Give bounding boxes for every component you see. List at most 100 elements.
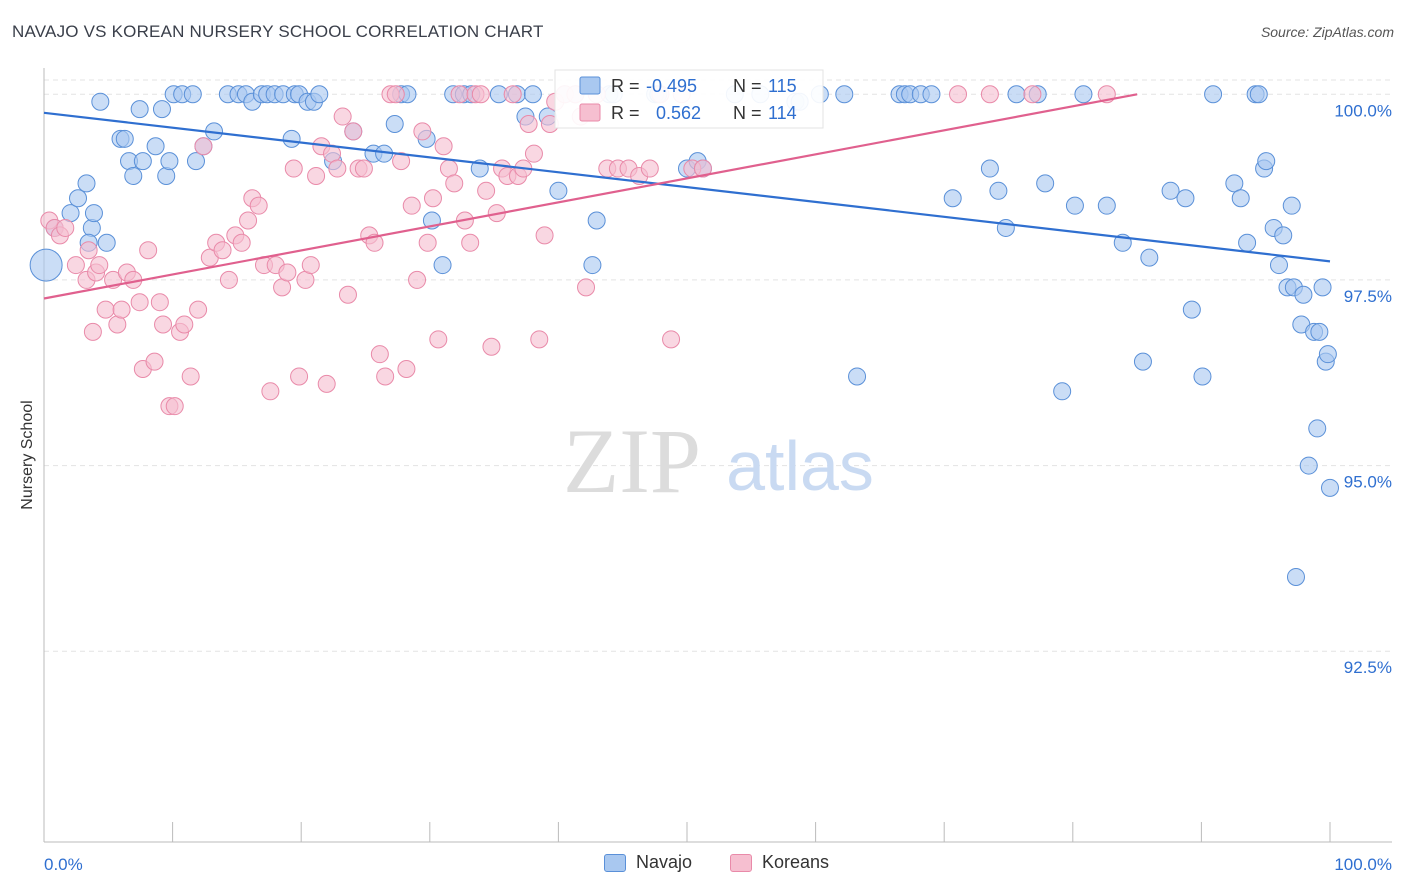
point-navajo bbox=[1299, 456, 1318, 475]
point-koreans bbox=[344, 122, 363, 141]
point-koreans bbox=[317, 374, 336, 393]
point-koreans bbox=[96, 300, 115, 319]
point-navajo bbox=[1036, 174, 1055, 193]
point-koreans bbox=[301, 256, 320, 275]
point-navajo bbox=[1231, 189, 1250, 208]
trend-layer bbox=[43, 93, 1331, 300]
legend-n-value-koreans: 114 bbox=[768, 103, 797, 123]
legend-r-value-navajo: -0.495 bbox=[646, 76, 697, 96]
point-navajo bbox=[124, 166, 143, 185]
point-navajo bbox=[996, 218, 1015, 237]
point-navajo bbox=[84, 204, 103, 223]
point-navajo bbox=[1074, 85, 1093, 104]
point-navajo bbox=[115, 129, 134, 148]
point-koreans bbox=[477, 181, 496, 200]
point-koreans bbox=[535, 226, 554, 245]
point-navajo bbox=[133, 152, 152, 171]
point-koreans bbox=[284, 159, 303, 178]
point-navajo bbox=[69, 189, 88, 208]
grid-layer bbox=[44, 79, 1392, 652]
point-koreans bbox=[640, 159, 659, 178]
point-koreans bbox=[392, 152, 411, 171]
point-navajo bbox=[157, 166, 176, 185]
point-navajo bbox=[282, 129, 301, 148]
point-navajo bbox=[922, 85, 941, 104]
point-navajo bbox=[549, 181, 568, 200]
legend-swatch-koreans-bottom bbox=[730, 853, 752, 872]
point-navajo bbox=[943, 189, 962, 208]
point-koreans bbox=[397, 360, 416, 379]
legend-item-navajo: Navajo bbox=[604, 852, 692, 873]
point-navajo bbox=[82, 218, 101, 237]
point-navajo bbox=[1269, 256, 1288, 275]
point-navajo bbox=[183, 85, 202, 104]
point-koreans bbox=[354, 159, 373, 178]
point-koreans bbox=[150, 293, 169, 312]
point-koreans bbox=[503, 85, 522, 104]
legend-r-label-navajo: R = bbox=[611, 76, 640, 96]
legend-swatch-koreans bbox=[579, 103, 601, 122]
trendline-koreans bbox=[43, 93, 1138, 300]
point-navajo bbox=[1140, 248, 1159, 267]
point-koreans bbox=[482, 337, 501, 356]
point-navajo bbox=[385, 114, 404, 133]
x-tick-label-min: 0.0% bbox=[44, 855, 83, 874]
point-koreans bbox=[112, 300, 131, 319]
legend-n-label-koreans: N = bbox=[733, 103, 762, 123]
point-koreans bbox=[154, 315, 173, 334]
point-koreans bbox=[949, 85, 968, 104]
point-koreans bbox=[471, 85, 490, 104]
point-navajo bbox=[1133, 352, 1152, 371]
point-koreans bbox=[450, 85, 469, 104]
point-navajo bbox=[160, 152, 179, 171]
point-koreans bbox=[338, 285, 357, 304]
point-navajo bbox=[1176, 189, 1195, 208]
point-navajo bbox=[583, 256, 602, 275]
point-koreans bbox=[662, 330, 681, 349]
y-axis-label: Nursery School bbox=[19, 400, 36, 510]
point-navajo bbox=[1097, 196, 1116, 215]
point-navajo bbox=[989, 181, 1008, 200]
point-koreans bbox=[530, 330, 549, 349]
point-koreans bbox=[194, 137, 213, 156]
point-navajo bbox=[1257, 152, 1276, 171]
point-koreans bbox=[980, 85, 999, 104]
point-koreans bbox=[402, 196, 421, 215]
point-navajo bbox=[1310, 322, 1329, 341]
point-koreans bbox=[418, 233, 437, 252]
legend-label-navajo: Navajo bbox=[636, 852, 693, 872]
bottom-legend: Navajo Koreans bbox=[0, 852, 1406, 878]
point-koreans bbox=[445, 174, 464, 193]
point-navajo bbox=[1007, 85, 1026, 104]
watermark-zip: ZIP bbox=[563, 410, 701, 512]
point-koreans bbox=[693, 159, 712, 178]
point-navajo bbox=[1053, 382, 1072, 401]
watermark-atlas: atlas bbox=[726, 427, 874, 505]
legend-swatch-navajo-bottom bbox=[604, 853, 626, 872]
point-navajo bbox=[848, 367, 867, 386]
point-koreans bbox=[413, 122, 432, 141]
point-koreans bbox=[328, 159, 347, 178]
y-tick-label: 97.5% bbox=[1344, 287, 1392, 306]
y-tick-label: 95.0% bbox=[1344, 473, 1392, 492]
point-koreans bbox=[386, 85, 405, 104]
point-koreans bbox=[66, 256, 85, 275]
point-navajo bbox=[1318, 345, 1337, 364]
legend-n-value-navajo: 115 bbox=[768, 76, 797, 96]
point-koreans bbox=[108, 315, 127, 334]
point-navajo bbox=[1282, 196, 1301, 215]
points-layer bbox=[29, 85, 1339, 586]
point-koreans bbox=[1023, 85, 1042, 104]
point-navajo bbox=[310, 85, 329, 104]
point-navajo bbox=[1286, 567, 1305, 586]
point-navajo bbox=[1308, 419, 1327, 438]
point-navajo bbox=[77, 174, 96, 193]
point-koreans bbox=[524, 144, 543, 163]
point-koreans bbox=[519, 114, 538, 133]
legend-n-label-navajo: N = bbox=[733, 76, 762, 96]
point-navajo bbox=[91, 92, 110, 111]
point-koreans bbox=[307, 166, 326, 185]
point-koreans bbox=[130, 293, 149, 312]
point-navajo bbox=[29, 248, 63, 282]
